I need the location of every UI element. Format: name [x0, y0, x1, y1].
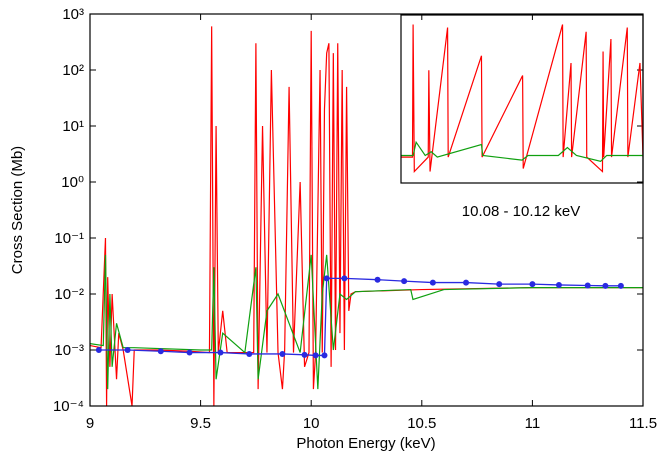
y-tick-label: 10²: [62, 62, 84, 79]
series-line: [90, 26, 643, 406]
marker: [157, 348, 164, 355]
x-tick-label: 11: [525, 415, 541, 432]
y-tick-label: 10⁻⁴: [53, 398, 84, 415]
marker: [95, 347, 102, 353]
marker: [312, 352, 319, 359]
marker: [323, 275, 330, 282]
marker: [463, 279, 470, 286]
marker: [301, 351, 308, 358]
x-tick-label: 10.5: [407, 415, 436, 432]
marker: [279, 350, 286, 357]
y-tick-label: 10⁻²: [54, 286, 84, 303]
marker: [584, 282, 591, 289]
marker: [186, 349, 193, 356]
y-axis-title: Cross Section (Mb): [9, 146, 26, 274]
series-line: [90, 254, 643, 390]
series-line: [98, 277, 621, 357]
marker: [529, 281, 536, 288]
marker: [217, 349, 224, 356]
y-tick-label: 10³: [62, 6, 84, 23]
y-tick-label: 10⁰: [61, 174, 84, 191]
marker: [401, 278, 408, 285]
plot-area: [401, 24, 643, 174]
x-axis-title: Photon Energy (keV): [296, 435, 435, 452]
series-line: [401, 24, 643, 174]
x-tick-label: 11.5: [629, 415, 657, 432]
plot-frame: [89, 13, 644, 407]
marker: [374, 276, 381, 283]
marker: [124, 347, 131, 353]
y-tick-label: 10⁻¹: [54, 230, 84, 247]
y-tick-label: 10⁻³: [54, 342, 84, 359]
series-line: [401, 140, 643, 162]
marker: [496, 281, 503, 288]
marker: [321, 352, 328, 359]
y-tick-label: 10¹: [62, 118, 84, 135]
marker: [429, 279, 436, 286]
x-tick-label: 10: [303, 415, 320, 432]
marker: [602, 282, 609, 289]
marker: [555, 281, 562, 288]
plot-frame: [400, 14, 644, 184]
inset-title: 10.08 - 10.12 keV: [462, 203, 580, 220]
marker: [617, 282, 624, 289]
plot-area: [90, 26, 643, 406]
marker: [246, 350, 253, 357]
marker: [341, 275, 348, 282]
x-tick-label: 9: [86, 415, 94, 432]
x-tick-label: 9.5: [190, 415, 211, 432]
